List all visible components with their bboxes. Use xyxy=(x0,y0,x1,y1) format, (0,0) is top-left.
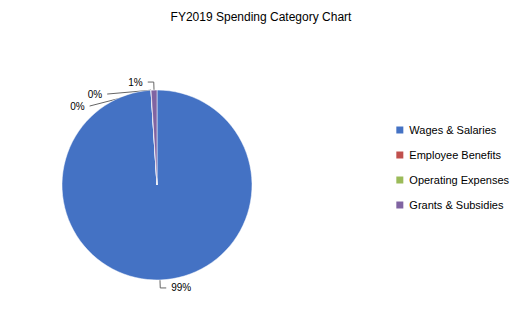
svg-text:99%: 99% xyxy=(171,282,191,293)
svg-text:0%: 0% xyxy=(70,101,85,112)
svg-text:FY2019 Spending Category Chart: FY2019 Spending Category Chart xyxy=(171,10,352,24)
svg-text:Employee Benefits: Employee Benefits xyxy=(409,149,501,161)
svg-text:Wages & Salaries: Wages & Salaries xyxy=(409,124,497,136)
svg-text:0%: 0% xyxy=(88,89,103,100)
svg-text:Operating Expenses: Operating Expenses xyxy=(409,174,509,186)
svg-text:Grants & Subsidies: Grants & Subsidies xyxy=(409,199,504,211)
svg-text:1%: 1% xyxy=(128,77,143,88)
